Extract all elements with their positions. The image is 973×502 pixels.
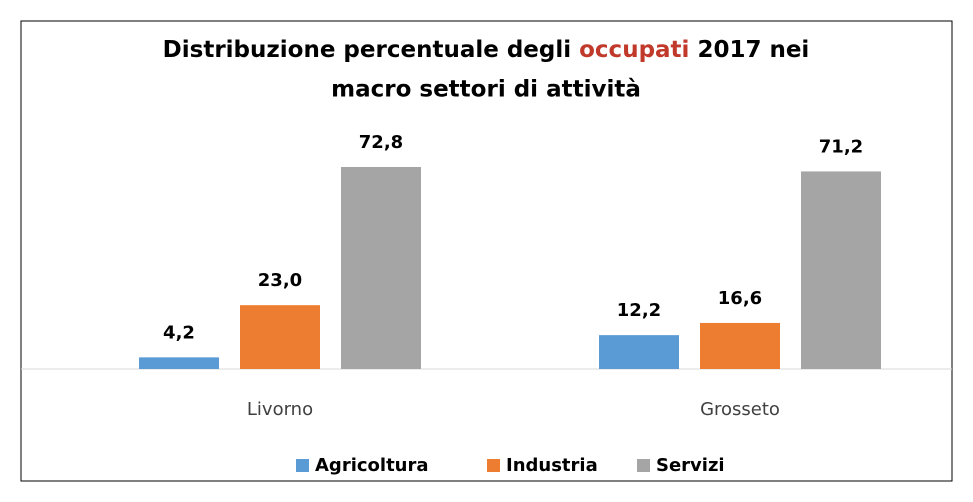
x-tick-label: Grosseto xyxy=(700,399,780,420)
data-label: 72,8 xyxy=(359,132,403,153)
chart-title: macro settori di attività xyxy=(331,77,641,103)
legend-swatch xyxy=(487,459,500,472)
chart-title: Distribuzione percentuale degli occupati 2… xyxy=(163,37,810,63)
data-label: 12,2 xyxy=(617,300,661,321)
title-part: 2017 nei xyxy=(697,37,809,63)
data-label: 71,2 xyxy=(819,136,863,157)
legend-label: Industria xyxy=(506,455,598,476)
bar xyxy=(599,335,679,369)
data-label: 23,0 xyxy=(258,270,302,291)
data-label: 16,6 xyxy=(718,288,762,309)
title-highlight: occupati xyxy=(579,37,689,63)
x-tick-label: Livorno xyxy=(247,399,313,420)
bar xyxy=(700,322,780,369)
bar xyxy=(139,357,219,369)
legend-label: Agricoltura xyxy=(315,455,429,476)
bar xyxy=(801,171,881,369)
legend-label: Servizi xyxy=(656,455,725,476)
bar xyxy=(341,166,421,369)
legend-swatch xyxy=(637,459,650,472)
legend-swatch xyxy=(296,459,309,472)
data-label: 4,2 xyxy=(163,322,195,343)
bar xyxy=(240,305,320,369)
chart-border xyxy=(20,20,953,482)
title-part: Distribuzione percentuale degli xyxy=(163,37,571,63)
